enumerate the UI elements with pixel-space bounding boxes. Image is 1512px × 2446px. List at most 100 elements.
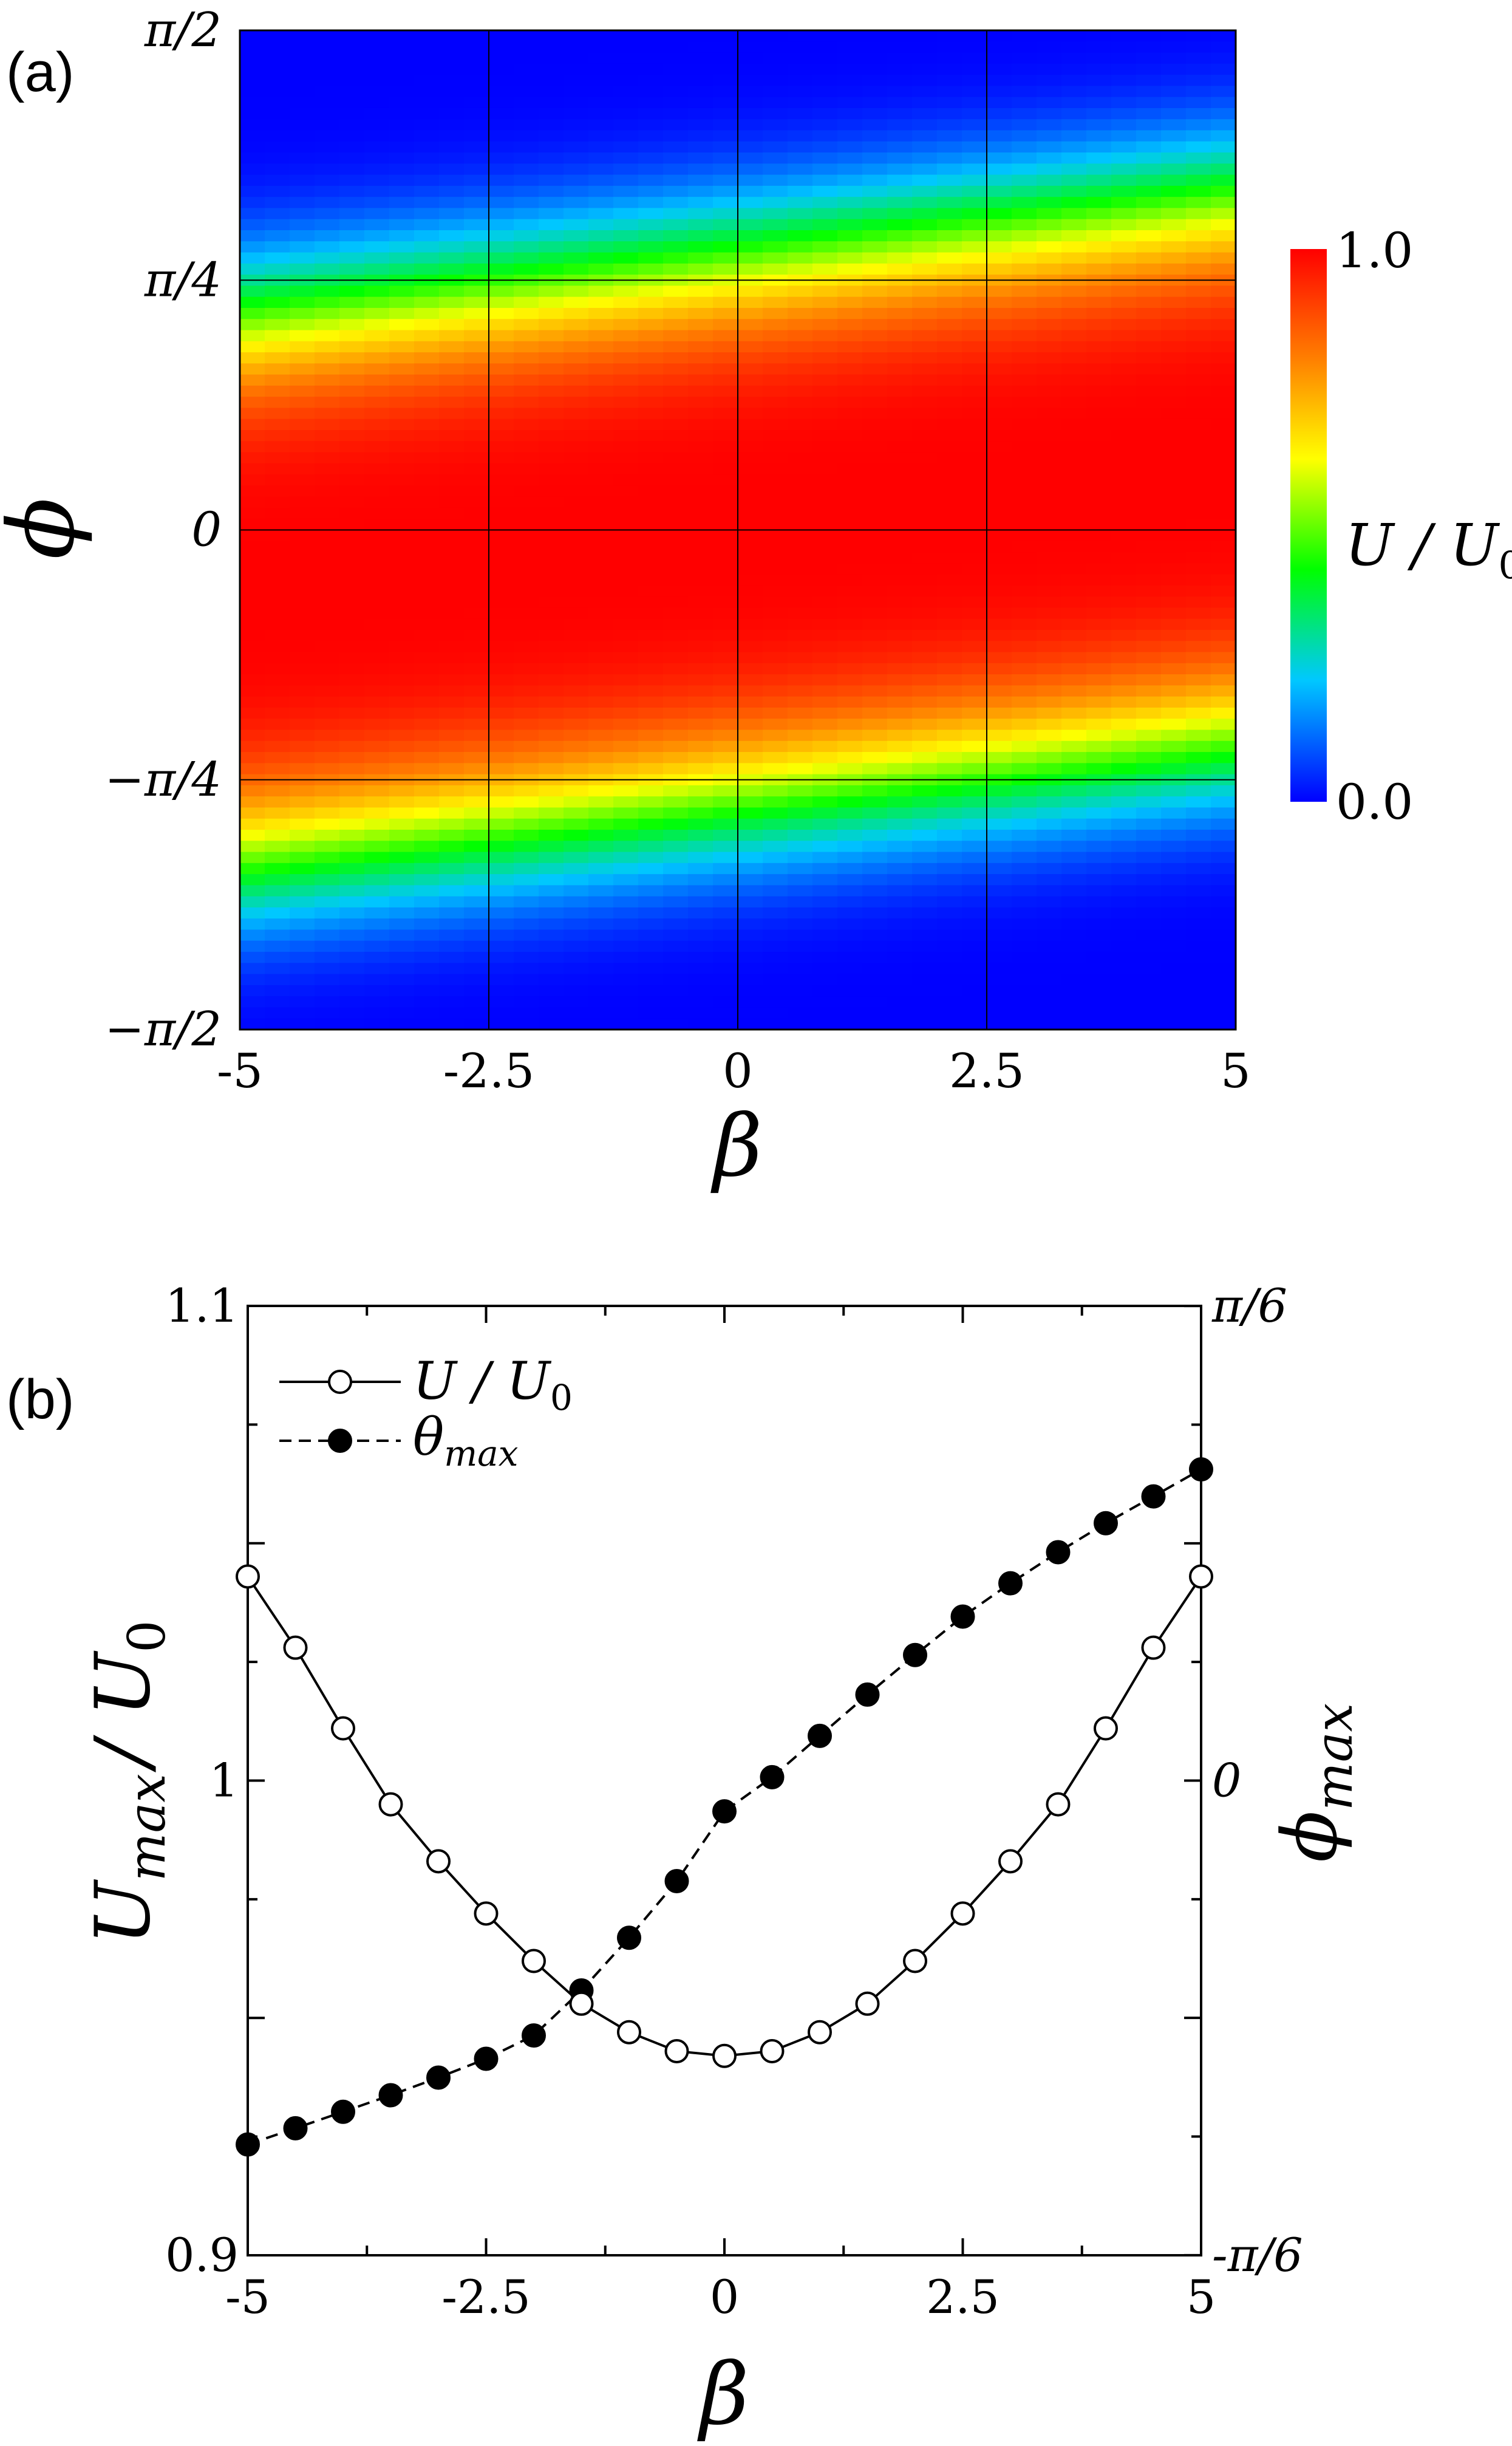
heatmap-cell <box>265 263 290 275</box>
heatmap-cell <box>987 341 1012 353</box>
heatmap-cell <box>539 719 564 731</box>
heatmap-cell <box>1061 285 1087 298</box>
heatmap-cell <box>539 796 564 808</box>
heatmap-cell <box>1161 219 1187 231</box>
heatmap-cell <box>588 707 614 720</box>
heatmap-cell <box>389 97 415 109</box>
heatmap-cell <box>663 441 689 453</box>
heatmap-cell <box>364 208 390 220</box>
heatmap-cell <box>414 130 440 142</box>
heatmap-cell <box>1037 785 1062 797</box>
heatmap-cell <box>862 940 888 952</box>
heatmap-cell <box>912 119 938 131</box>
heatmap-cell <box>564 719 589 731</box>
heatmap-cell <box>489 940 514 952</box>
heatmap-cell <box>339 296 365 309</box>
heatmap-cell <box>265 507 290 520</box>
heatmap-cell <box>887 185 913 197</box>
legend-marker-theta <box>328 1429 352 1453</box>
heatmap-cell <box>962 596 987 609</box>
heatmap-cell <box>862 86 888 98</box>
heatmap-cell <box>713 319 738 331</box>
heatmap-cell <box>364 530 390 542</box>
heatmap-cell <box>1211 75 1236 87</box>
heatmap-cell <box>240 208 265 220</box>
heatmap-cell <box>489 330 514 342</box>
heatmap-cell <box>1086 219 1112 231</box>
heatmap-cell <box>887 108 913 120</box>
heatmap-cell <box>1037 41 1062 53</box>
heatmap-cell <box>812 585 838 597</box>
heatmap-cell <box>713 185 738 197</box>
heatmap-cell <box>937 41 962 53</box>
heatmap-cell <box>1086 974 1112 986</box>
heatmap-cell <box>514 630 539 642</box>
heatmap-cell <box>1186 885 1211 897</box>
heatmap-cell <box>588 663 614 675</box>
heatmap-cell <box>265 374 290 386</box>
heatmap-cell <box>539 585 564 597</box>
heatmap-cell <box>389 585 415 597</box>
heatmap-cell <box>887 485 913 497</box>
heatmap-cell <box>1061 418 1087 431</box>
heatmap-cell <box>912 952 938 964</box>
heatmap-cell <box>713 874 738 886</box>
heatmap-cell <box>514 285 539 298</box>
right-tick-label: π/6 <box>1211 1279 1287 1333</box>
heatmap-cell <box>315 241 340 253</box>
heatmap-cell <box>389 41 415 53</box>
heatmap-cell <box>588 174 614 186</box>
heatmap-cell <box>1211 841 1236 853</box>
heatmap-cell <box>713 952 738 964</box>
heatmap-cell <box>1012 441 1037 453</box>
heatmap-cell <box>1086 596 1112 609</box>
heatmap-cell <box>439 996 465 1008</box>
heatmap-cell <box>862 807 888 819</box>
heatmap-cell <box>1211 163 1236 176</box>
heatmap-cell <box>290 652 315 664</box>
heatmap-cell <box>887 352 913 364</box>
heatmap-cell <box>240 963 265 975</box>
heatmap-cell <box>339 785 365 797</box>
heatmap-cell <box>1086 197 1112 209</box>
heatmap-cell <box>688 119 713 131</box>
heatmap-cell <box>763 885 788 897</box>
heatmap-cell <box>887 52 913 64</box>
heatmap-cell <box>837 330 863 342</box>
heatmap-cell <box>887 208 913 220</box>
heatmap-cell <box>812 296 838 309</box>
heatmap-cell <box>1037 397 1062 409</box>
heatmap-cell <box>414 352 440 364</box>
heatmap-cell <box>1111 230 1137 242</box>
heatmap-cell <box>514 563 539 575</box>
heatmap-cell <box>862 63 888 75</box>
heatmap-cell <box>713 408 738 420</box>
heatmap-cell <box>1211 585 1236 597</box>
heatmap-cell <box>613 907 639 920</box>
heatmap-cell <box>1037 807 1062 819</box>
heatmap-cell <box>1037 219 1062 231</box>
heatmap-cell <box>564 452 589 464</box>
heatmap-cell <box>315 641 340 653</box>
heatmap-cell <box>862 607 888 620</box>
heatmap-cell <box>1012 585 1037 597</box>
heatmap-cell <box>1111 674 1137 686</box>
heatmap-cell <box>265 563 290 575</box>
heatmap-cell <box>887 263 913 275</box>
heatmap-cell <box>688 685 713 697</box>
heatmap-cell <box>414 907 440 920</box>
heatmap-cell <box>837 841 863 853</box>
heatmap-cell <box>912 108 938 120</box>
heatmap-cell <box>564 796 589 808</box>
heatmap-cell <box>1136 330 1162 342</box>
heatmap-cell <box>290 952 315 964</box>
heatmap-cell <box>588 1007 614 1019</box>
heatmap-cell <box>1186 30 1211 43</box>
heatmap-cell <box>1161 707 1187 720</box>
heatmap-cell <box>613 474 639 487</box>
heatmap-cell <box>1012 296 1037 309</box>
heatmap-cell <box>364 41 390 53</box>
heatmap-cell <box>315 1007 340 1019</box>
heatmap-cell <box>439 385 465 397</box>
heatmap-cell <box>613 496 639 508</box>
